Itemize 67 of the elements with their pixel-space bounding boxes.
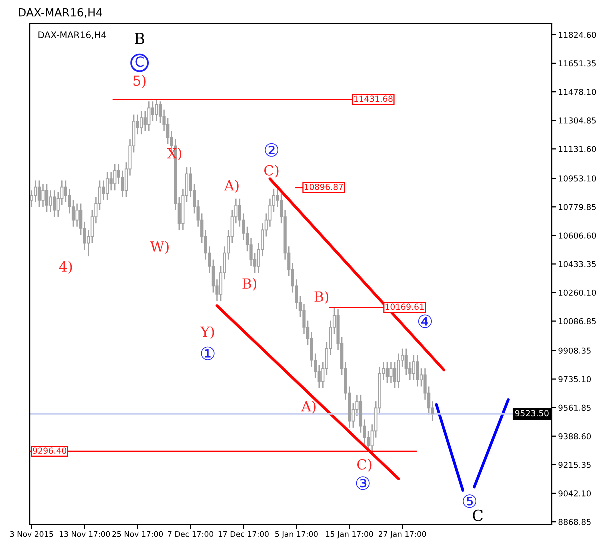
candlestick xyxy=(102,180,106,202)
y-tick-label: 10433.35 xyxy=(559,261,596,268)
y-tick-label: 8868.85 xyxy=(558,519,591,526)
annotation: W) xyxy=(150,241,169,254)
annotation: A) xyxy=(301,401,316,414)
y-tick-label: 11478.10 xyxy=(559,89,596,96)
candlestick xyxy=(393,361,397,390)
candlestick xyxy=(144,110,147,132)
candlestick xyxy=(106,172,110,202)
candlestick xyxy=(114,164,117,192)
annotation: ① xyxy=(201,346,215,360)
candlestick xyxy=(49,190,52,213)
ref-line-label: 9523.50 xyxy=(515,410,549,417)
candlestick xyxy=(412,354,416,381)
annotation: A) xyxy=(224,180,239,193)
candlestick xyxy=(38,180,42,208)
y-tick-label: 10779.85 xyxy=(559,204,596,210)
y-tick-label: 11131.60 xyxy=(559,146,596,152)
annotation: ⑤ xyxy=(463,494,477,508)
ref-line-label: 11431.68 xyxy=(354,96,393,102)
candlestick xyxy=(155,99,158,122)
annotation: X) xyxy=(167,148,182,161)
candlestick xyxy=(53,190,56,218)
candlestick xyxy=(404,348,408,376)
y-tick-label: 11651.35 xyxy=(559,60,596,67)
candlestick xyxy=(140,110,144,136)
y-tick-label: 10606.60 xyxy=(559,232,596,239)
y-tick-label: 9215.35 xyxy=(558,462,591,468)
annotation: ④ xyxy=(418,314,432,328)
candlestick xyxy=(390,361,393,384)
y-tick-label: 10953.10 xyxy=(559,176,596,182)
candlestick xyxy=(397,353,400,390)
annotation: B xyxy=(135,33,144,44)
y-tick-label: 9908.35 xyxy=(558,348,591,354)
candlestick xyxy=(386,361,390,384)
y-tick-label: 10260.10 xyxy=(559,290,596,296)
y-tick-label: 9735.10 xyxy=(558,376,592,382)
candlestick xyxy=(45,183,49,213)
annotation: C) xyxy=(264,165,279,178)
annotation: Y) xyxy=(200,326,214,340)
candlestick xyxy=(416,354,420,388)
y-tick-label: 9042.10 xyxy=(558,490,592,497)
ref-line-label: 9296.40 xyxy=(33,448,67,454)
y-tick-label: 10086.85 xyxy=(559,318,596,325)
annotation: B) xyxy=(242,278,257,292)
ref-line-label: 10896.87 xyxy=(304,184,344,190)
annotation: C xyxy=(473,510,483,522)
chart-title: DAX-MAR16,H4 xyxy=(19,8,102,18)
candlestick xyxy=(42,183,45,208)
annotation: ③ xyxy=(356,476,370,490)
text: DAX-MAR16,H4 xyxy=(38,32,106,40)
candlestick xyxy=(34,180,38,203)
annotation: B) xyxy=(314,291,329,304)
annotation: C) xyxy=(358,459,372,472)
annotation: 4) xyxy=(59,261,72,274)
candlestick xyxy=(151,100,154,122)
y-tick-label: 9561.85 xyxy=(558,404,591,412)
annotation: C xyxy=(136,56,144,68)
y-tick-label: 11304.85 xyxy=(559,118,596,124)
y-tick-label: 11824.60 xyxy=(559,32,596,38)
y-tick-label: 9388.60 xyxy=(558,433,592,440)
ref-line-label: 10169.61 xyxy=(386,304,424,310)
candlestick xyxy=(76,203,79,228)
annotation: ② xyxy=(265,143,279,157)
candlestick xyxy=(110,172,113,192)
candlestick xyxy=(148,100,151,132)
annotation: 5) xyxy=(134,75,146,88)
